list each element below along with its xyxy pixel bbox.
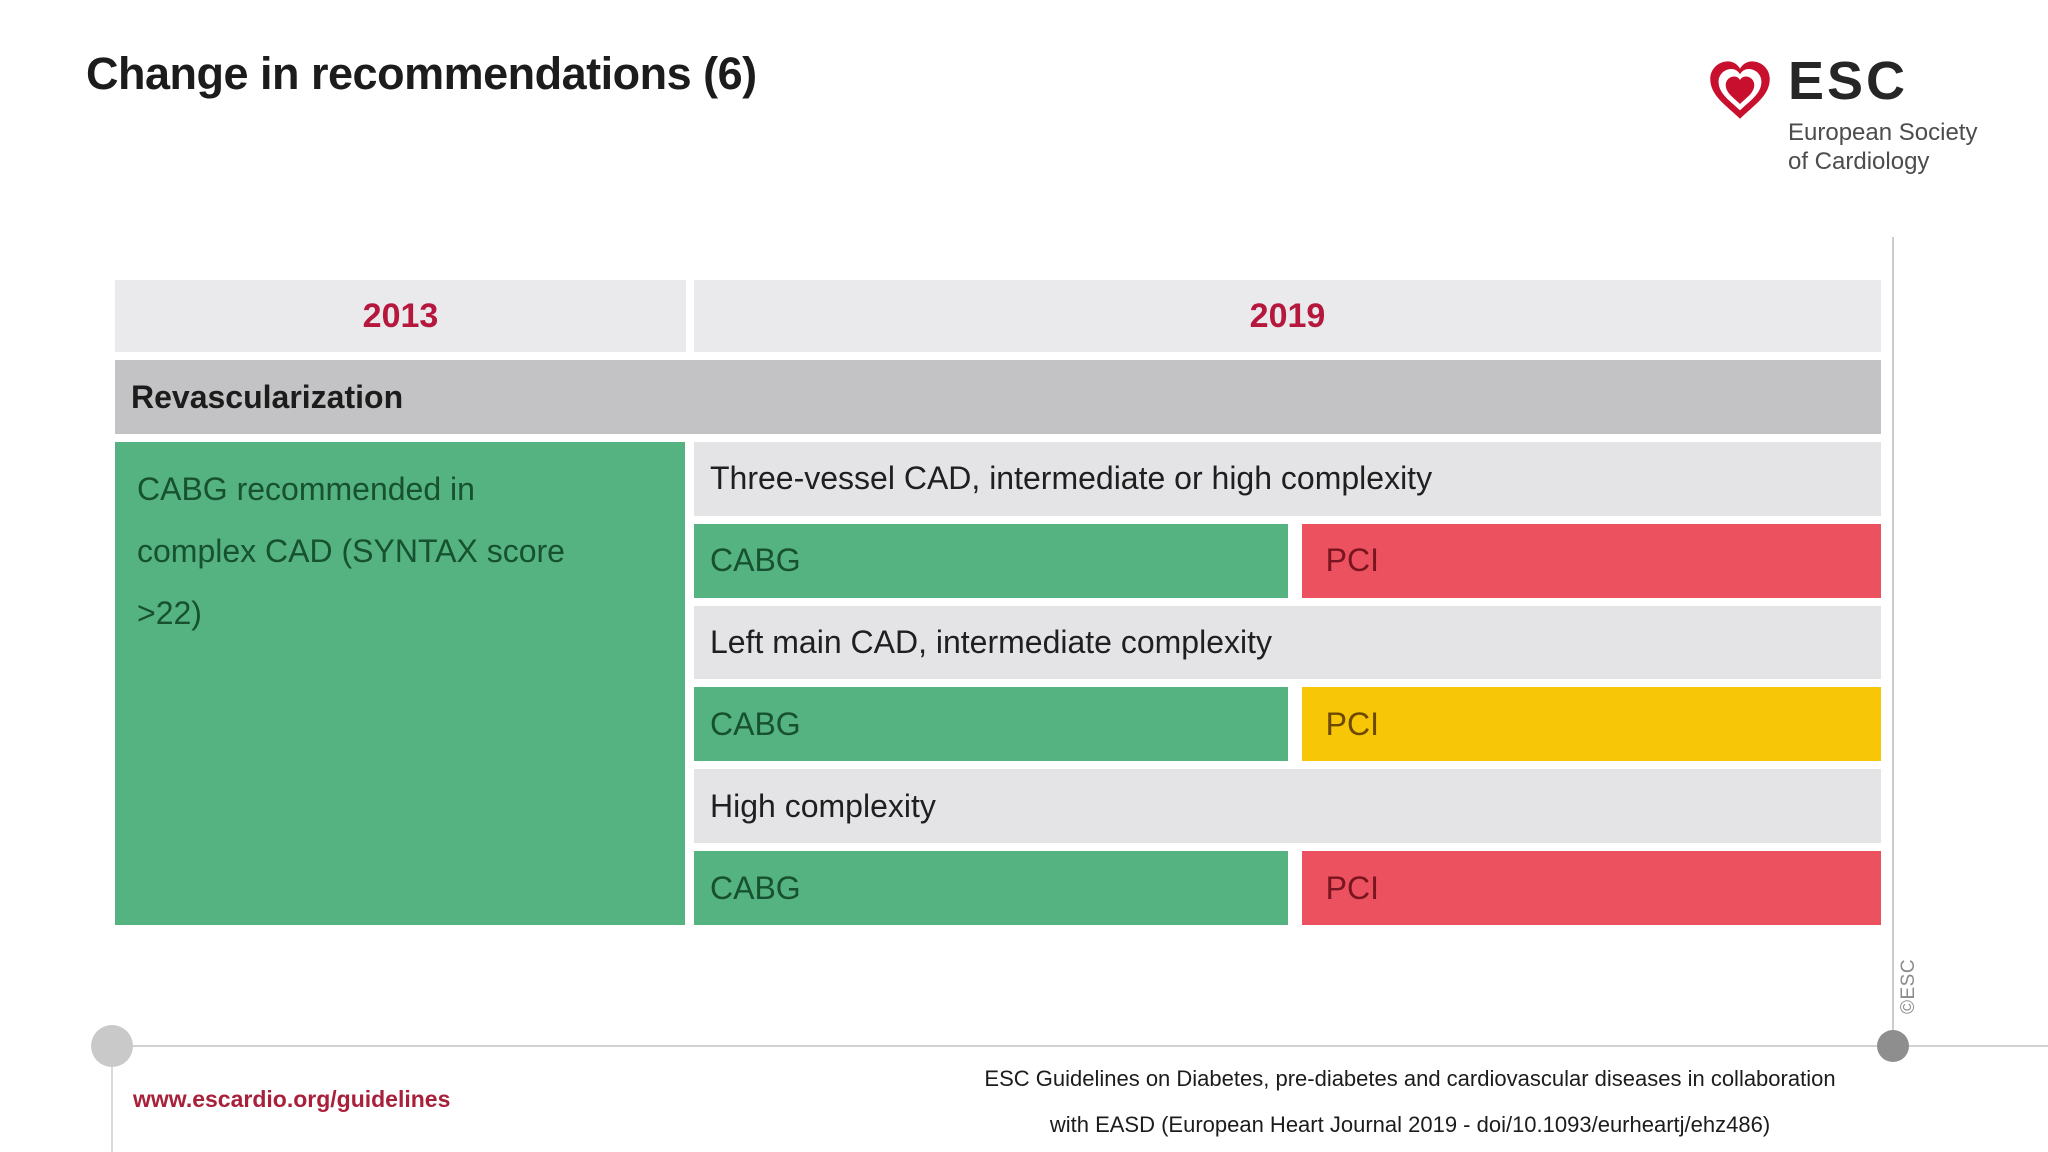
esc-logo-society-line2: of Cardiology bbox=[1788, 148, 1930, 175]
guidelines-link[interactable]: www.escardio.org/guidelines bbox=[133, 1086, 451, 1112]
column-2019-rows: Three-vessel CAD, intermediate or high c… bbox=[694, 442, 1881, 925]
esc-logo-text: ESC European Society of Cardiology bbox=[1788, 50, 1977, 176]
table-body: CABG recommended in complex CAD (SYNTAX … bbox=[115, 442, 1881, 925]
column-header-2013: 2013 bbox=[115, 280, 686, 352]
condition-left-main-cad: Left main CAD, intermediate complexity bbox=[694, 605, 1881, 680]
page-title: Change in recommendations (6) bbox=[86, 48, 757, 99]
cell-2013-cabg-recommendation: CABG recommended in complex CAD (SYNTAX … bbox=[115, 442, 685, 925]
recommendations-table: 2013 2019 Revascularization CABG recomme… bbox=[115, 280, 1881, 925]
esc-logo: ESC European Society of Cardiology bbox=[1706, 50, 1977, 176]
condition-three-vessel-cad: Three-vessel CAD, intermediate or high c… bbox=[694, 442, 1881, 516]
cell-pci-high-complexity: PCI bbox=[1301, 851, 1881, 925]
citation-line2: with EASD (European Heart Journal 2019 -… bbox=[1049, 1112, 1771, 1137]
row-high-complexity: CABG PCI bbox=[694, 851, 1881, 925]
row-left-main-cad: CABG PCI bbox=[694, 687, 1881, 762]
citation-line1: ESC Guidelines on Diabetes, pre-diabetes… bbox=[984, 1066, 1836, 1091]
condition-high-complexity: High complexity bbox=[694, 769, 1881, 844]
column-header-2019: 2019 bbox=[694, 280, 1881, 352]
footer-left-vertical-line bbox=[111, 1046, 113, 1152]
citation-block: ESC Guidelines on Diabetes, pre-diabetes… bbox=[935, 1056, 1885, 1148]
cell-pci-left-main: PCI bbox=[1301, 687, 1881, 762]
row-three-vessel-cad: CABG PCI bbox=[694, 523, 1881, 598]
table-header-row: 2013 2019 bbox=[115, 280, 1881, 352]
esc-heart-icon bbox=[1710, 61, 1770, 119]
esc-vertical-rule bbox=[1892, 237, 1894, 1046]
section-header-revascularization: Revascularization bbox=[115, 360, 1881, 434]
esc-logo-acronym: ESC bbox=[1788, 51, 1909, 111]
cell-pci-three-vessel: PCI bbox=[1301, 523, 1881, 598]
cell-cabg-high-complexity: CABG bbox=[694, 851, 1288, 925]
cell-cabg-left-main: CABG bbox=[694, 687, 1288, 762]
footer-left-dot bbox=[91, 1025, 133, 1067]
esc-logo-society-line1: European Society bbox=[1788, 119, 1978, 146]
cell-cabg-three-vessel: CABG bbox=[694, 523, 1288, 598]
esc-copyright-label: ©ESC bbox=[1898, 958, 1919, 1014]
footer-right-dot bbox=[1877, 1030, 1909, 1062]
footer-divider-line bbox=[112, 1045, 2048, 1047]
